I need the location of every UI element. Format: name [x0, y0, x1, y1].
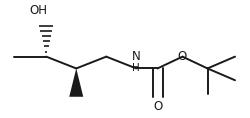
Text: OH: OH	[30, 4, 48, 17]
Polygon shape	[69, 68, 83, 97]
Text: H: H	[132, 63, 140, 73]
Text: N: N	[132, 50, 140, 63]
Text: O: O	[153, 100, 162, 113]
Text: O: O	[178, 50, 187, 63]
